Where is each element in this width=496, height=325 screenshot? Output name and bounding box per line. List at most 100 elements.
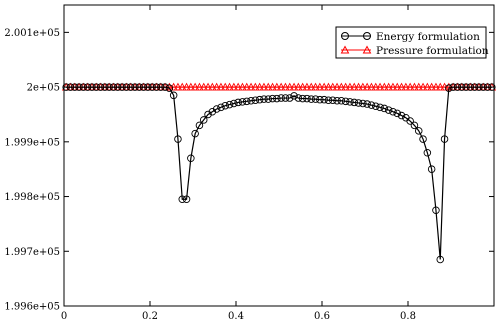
data-point-energy: [126, 83, 135, 91]
data-point-pressure: [354, 82, 363, 91]
data-point-pressure: [263, 82, 273, 91]
data-point-energy: [234, 98, 242, 107]
series-line-energy: [66, 86, 492, 260]
data-point-pressure: [414, 82, 424, 91]
data-point-energy: [187, 154, 195, 162]
legend-entry-pressure: Pressure formulation: [340, 45, 489, 57]
data-point-energy: [329, 96, 337, 104]
data-point-energy: [109, 83, 118, 91]
data-point-energy: [268, 94, 277, 103]
data-point-pressure: [285, 82, 295, 91]
data-point-pressure: [388, 82, 398, 91]
data-point-pressure: [345, 82, 355, 91]
data-point-energy: [384, 106, 393, 114]
data-point-pressure: [255, 82, 264, 91]
data-point-energy: [204, 110, 212, 119]
data-point-energy: [333, 97, 341, 105]
data-point-energy: [148, 83, 156, 91]
data-point-pressure: [259, 82, 269, 91]
data-point-energy: [152, 83, 161, 91]
data-point-pressure: [229, 82, 239, 91]
data-point-energy: [62, 83, 70, 91]
data-point-pressure: [362, 82, 372, 91]
data-point-pressure: [349, 82, 359, 91]
data-point-pressure: [380, 82, 389, 91]
data-point-energy: [251, 96, 260, 104]
data-point-energy: [372, 102, 380, 110]
data-point-pressure: [332, 82, 342, 91]
data-point-pressure: [268, 82, 277, 91]
data-point-energy: [320, 95, 328, 104]
legend-marker-energy: [363, 32, 371, 40]
data-point-pressure: [272, 82, 282, 91]
data-point-pressure: [242, 82, 252, 91]
data-point-energy: [397, 111, 406, 120]
data-point-energy: [376, 103, 384, 112]
data-point-energy: [298, 94, 307, 103]
data-point-energy: [79, 83, 88, 91]
data-point-energy: [195, 121, 204, 130]
data-point-energy: [406, 117, 414, 125]
data-point-pressure: [195, 82, 204, 91]
data-point-energy: [479, 83, 488, 91]
data-point-pressure: [392, 82, 402, 91]
data-point-energy: [75, 83, 83, 91]
data-point-energy: [113, 83, 122, 91]
data-point-pressure: [306, 82, 316, 91]
data-point-energy: [230, 99, 238, 108]
data-point-energy: [324, 96, 333, 104]
data-point-energy: [281, 94, 290, 102]
data-point-energy: [380, 104, 389, 113]
legend-marker-pressure: [362, 45, 372, 54]
y-tick-label: 2.001e+05: [4, 28, 60, 39]
data-point-energy: [440, 135, 449, 143]
data-point-pressure: [208, 82, 217, 91]
data-point-pressure: [371, 82, 381, 91]
data-point-energy: [101, 83, 109, 91]
data-point-energy: [303, 94, 311, 103]
data-point-pressure: [319, 82, 329, 91]
series-layer: [61, 82, 496, 264]
data-point-pressure: [276, 82, 286, 91]
data-point-energy: [217, 103, 225, 112]
data-point-pressure: [405, 82, 415, 91]
data-point-energy: [182, 195, 191, 204]
data-point-pressure: [431, 82, 441, 91]
data-point-energy: [419, 135, 427, 143]
data-point-pressure: [225, 82, 234, 91]
y-tick-label: 1.999e+05: [4, 137, 60, 148]
data-point-pressure: [238, 82, 247, 91]
y-tick-label: 1.996e+05: [4, 302, 60, 313]
data-point-energy: [311, 95, 320, 103]
data-point-energy: [367, 101, 376, 109]
data-point-energy: [458, 83, 466, 91]
data-point-pressure: [410, 82, 419, 91]
data-point-pressure: [324, 82, 333, 91]
data-point-pressure: [337, 82, 346, 91]
data-point-energy: [105, 83, 113, 91]
data-point-pressure: [173, 82, 183, 91]
data-point-pressure: [427, 82, 436, 91]
data-point-pressure: [190, 82, 200, 91]
data-point-energy: [92, 83, 100, 91]
data-point-pressure: [182, 82, 191, 91]
legend-label-pressure: Pressure formulation: [376, 45, 489, 57]
x-tick-label: 0.8: [400, 311, 416, 322]
data-point-energy: [337, 97, 346, 105]
data-point-pressure: [384, 82, 393, 91]
data-point-pressure: [169, 82, 178, 91]
data-point-energy: [389, 107, 397, 116]
legend-box: [335, 26, 487, 59]
y-tick-label: 1.997e+05: [4, 247, 60, 258]
data-point-energy: [264, 95, 273, 103]
data-point-energy: [178, 195, 186, 204]
data-point-energy: [436, 255, 445, 264]
axis-layer: 0 0.2 0.4 0.6 0.8 1.996e+05 1.997e+05 1.998e+05…: [4, 5, 494, 322]
data-point-energy: [165, 84, 174, 92]
data-point-energy: [393, 109, 402, 118]
data-point-pressure: [199, 82, 209, 91]
data-point-energy: [350, 98, 359, 107]
data-point-pressure: [341, 82, 350, 91]
data-point-pressure: [294, 82, 303, 91]
data-point-energy: [466, 83, 475, 91]
